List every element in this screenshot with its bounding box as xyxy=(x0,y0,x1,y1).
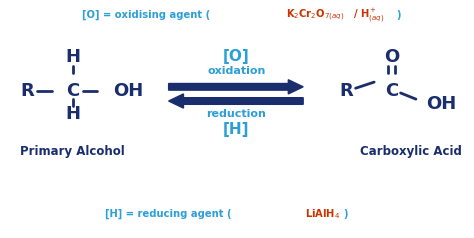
Text: ): ) xyxy=(396,10,401,20)
Text: OH: OH xyxy=(427,95,457,113)
Text: C: C xyxy=(66,82,79,100)
Text: R: R xyxy=(339,82,353,100)
Text: [H]: [H] xyxy=(223,122,250,137)
Text: K$_2$Cr$_2$O$_{7(aq)}$: K$_2$Cr$_2$O$_{7(aq)}$ xyxy=(286,7,345,23)
Text: C: C xyxy=(385,82,398,100)
Text: Carboxylic Acid: Carboxylic Acid xyxy=(360,145,462,158)
Text: oxidation: oxidation xyxy=(207,66,265,76)
Polygon shape xyxy=(169,94,303,108)
Text: [H] = reducing agent (: [H] = reducing agent ( xyxy=(105,208,232,219)
Text: OH: OH xyxy=(113,82,143,100)
Text: O: O xyxy=(383,48,399,65)
Text: LiAlH$_4$: LiAlH$_4$ xyxy=(305,207,340,221)
Text: R: R xyxy=(21,82,35,100)
Text: H: H xyxy=(65,105,80,123)
Text: [O]: [O] xyxy=(223,49,250,64)
Text: ): ) xyxy=(343,209,347,219)
Polygon shape xyxy=(169,80,303,94)
Text: / H$^+_{(aq)}$: / H$^+_{(aq)}$ xyxy=(353,6,384,24)
Text: [O] = oxidising agent (: [O] = oxidising agent ( xyxy=(82,10,210,20)
Text: reduction: reduction xyxy=(207,109,266,119)
Text: H: H xyxy=(65,48,80,65)
Text: Primary Alcohol: Primary Alcohol xyxy=(20,145,125,158)
